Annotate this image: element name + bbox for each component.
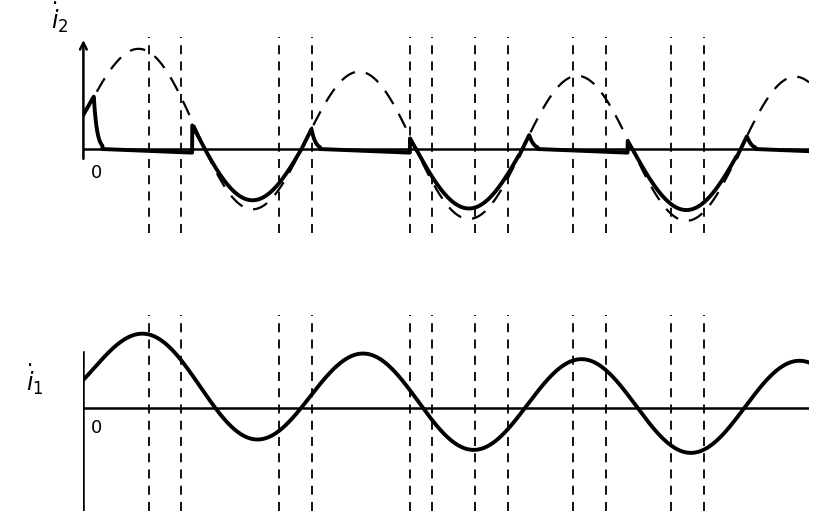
Text: $\dot{i}_2$: $\dot{i}_2$ [51, 0, 69, 35]
Text: 0: 0 [91, 419, 102, 437]
Text: $\dot{i}_1$: $\dot{i}_1$ [26, 362, 43, 397]
Text: 0: 0 [91, 164, 102, 182]
